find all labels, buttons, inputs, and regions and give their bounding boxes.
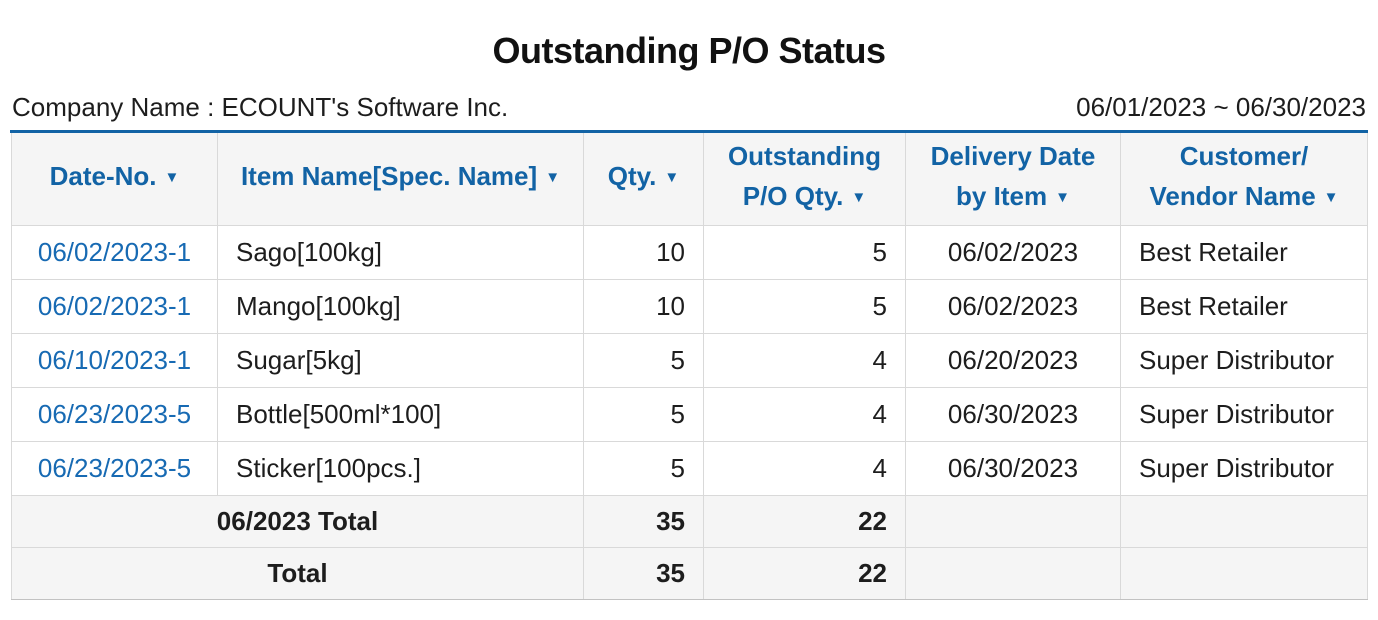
date-no-cell: 06/23/2023-5 [11, 386, 218, 442]
item-name-cell: Sticker[100pcs.] [217, 440, 584, 496]
report-page: Outstanding P/O Status Company Name : EC… [0, 30, 1378, 600]
item-name-cell: Sugar[5kg] [217, 332, 584, 388]
column-header-label: Item Name[Spec. Name] [240, 161, 538, 192]
empty-cell [905, 546, 1121, 600]
date-no-cell: 06/23/2023-5 [11, 440, 218, 496]
date-no-link[interactable]: 06/02/2023-1 [37, 290, 192, 321]
table-row: 06/10/2023-1 Sugar[5kg] 5 4 06/20/2023 S… [11, 332, 1368, 388]
grand-total-row: Total 35 22 [11, 546, 1368, 600]
subtotal-outstanding-qty: 22 [703, 494, 906, 548]
table-row: 06/02/2023-1 Sago[100kg] 10 5 06/02/2023… [11, 224, 1368, 280]
sort-arrow-icon[interactable]: ▼ [164, 169, 180, 187]
table-body: 06/02/2023-1 Sago[100kg] 10 5 06/02/2023… [11, 224, 1368, 600]
sort-arrow-icon[interactable]: ▼ [1323, 189, 1339, 207]
qty-cell: 10 [583, 278, 704, 334]
date-no-link[interactable]: 06/23/2023-5 [37, 452, 192, 483]
empty-cell [905, 494, 1121, 548]
header-row: Date-No. ▼ Item Name[Spec. Name] ▼ Qty. ▼ O… [11, 133, 1368, 226]
column-header-label: Date-No. [49, 161, 157, 192]
qty-cell: 5 [583, 440, 704, 496]
date-no-cell: 06/10/2023-1 [11, 332, 218, 388]
date-range: 06/01/2023 ~ 06/30/2023 [1076, 92, 1366, 122]
column-header-label: by Item [956, 181, 1048, 212]
column-header-label: P/O Qty. [742, 181, 844, 212]
outstanding-qty-cell: 4 [703, 440, 906, 496]
item-name-cell: Bottle[500ml*100] [217, 386, 584, 442]
customer-vendor-cell: Super Distributor [1120, 386, 1368, 442]
subtotal-qty: 35 [583, 494, 704, 548]
column-header-delivery-date[interactable]: Delivery Date by Item ▼ [905, 133, 1121, 226]
company-name: Company Name : ECOUNT's Software Inc. [12, 92, 509, 122]
outstanding-qty-cell: 4 [703, 386, 906, 442]
customer-vendor-cell: Super Distributor [1120, 332, 1368, 388]
date-no-link[interactable]: 06/23/2023-5 [37, 398, 192, 429]
table-header: Date-No. ▼ Item Name[Spec. Name] ▼ Qty. ▼ O… [11, 133, 1368, 226]
item-name-cell: Sago[100kg] [217, 224, 584, 280]
report-info-row: Company Name : ECOUNT's Software Inc. 06… [10, 92, 1368, 133]
delivery-date-cell: 06/30/2023 [905, 440, 1121, 496]
page-title: Outstanding P/O Status [492, 30, 886, 71]
date-no-cell: 06/02/2023-1 [11, 278, 218, 334]
empty-cell [1120, 546, 1368, 600]
outstanding-po-table: Date-No. ▼ Item Name[Spec. Name] ▼ Qty. ▼ O… [11, 133, 1368, 600]
sort-arrow-icon[interactable]: ▼ [851, 189, 867, 207]
delivery-date-cell: 06/20/2023 [905, 332, 1121, 388]
column-header-label: Vendor Name [1149, 181, 1316, 212]
column-header-outstanding-po-qty[interactable]: Outstanding P/O Qty. ▼ [703, 133, 906, 226]
month-subtotal-row: 06/2023 Total 35 22 [11, 494, 1368, 548]
column-header-qty[interactable]: Qty. ▼ [583, 133, 704, 226]
outstanding-qty-cell: 5 [703, 278, 906, 334]
delivery-date-cell: 06/02/2023 [905, 278, 1121, 334]
customer-vendor-cell: Best Retailer [1120, 224, 1368, 280]
column-header-customer-vendor[interactable]: Customer/ Vendor Name ▼ [1120, 133, 1368, 226]
subtotal-label: 06/2023 Total [11, 494, 584, 548]
date-no-link[interactable]: 06/02/2023-1 [37, 236, 192, 267]
delivery-date-cell: 06/02/2023 [905, 224, 1121, 280]
table-row: 06/23/2023-5 Sticker[100pcs.] 5 4 06/30/… [11, 440, 1368, 496]
grand-total-outstanding-qty: 22 [703, 546, 906, 600]
customer-vendor-cell: Super Distributor [1120, 440, 1368, 496]
table-row: 06/23/2023-5 Bottle[500ml*100] 5 4 06/30… [11, 386, 1368, 442]
column-header-label: Outstanding [727, 141, 882, 172]
sort-arrow-icon[interactable]: ▼ [1055, 189, 1070, 207]
column-header-item-name[interactable]: Item Name[Spec. Name] ▼ [217, 133, 584, 226]
delivery-date-cell: 06/30/2023 [905, 386, 1121, 442]
column-header-date-no[interactable]: Date-No. ▼ [11, 133, 218, 226]
date-no-cell: 06/02/2023-1 [11, 224, 218, 280]
qty-cell: 10 [583, 224, 704, 280]
qty-cell: 5 [583, 386, 704, 442]
column-header-label: Qty. [607, 161, 657, 192]
grand-total-qty: 35 [583, 546, 704, 600]
column-header-label: Customer/ [1179, 141, 1309, 172]
sort-arrow-icon[interactable]: ▼ [664, 169, 680, 187]
empty-cell [1120, 494, 1368, 548]
table-row: 06/02/2023-1 Mango[100kg] 10 5 06/02/202… [11, 278, 1368, 334]
column-header-label: Delivery Date [930, 141, 1096, 172]
date-no-link[interactable]: 06/10/2023-1 [37, 344, 192, 375]
item-name-cell: Mango[100kg] [217, 278, 584, 334]
outstanding-qty-cell: 4 [703, 332, 906, 388]
outstanding-qty-cell: 5 [703, 224, 906, 280]
qty-cell: 5 [583, 332, 704, 388]
customer-vendor-cell: Best Retailer [1120, 278, 1368, 334]
sort-arrow-icon[interactable]: ▼ [545, 169, 561, 187]
grand-total-label: Total [11, 546, 584, 600]
